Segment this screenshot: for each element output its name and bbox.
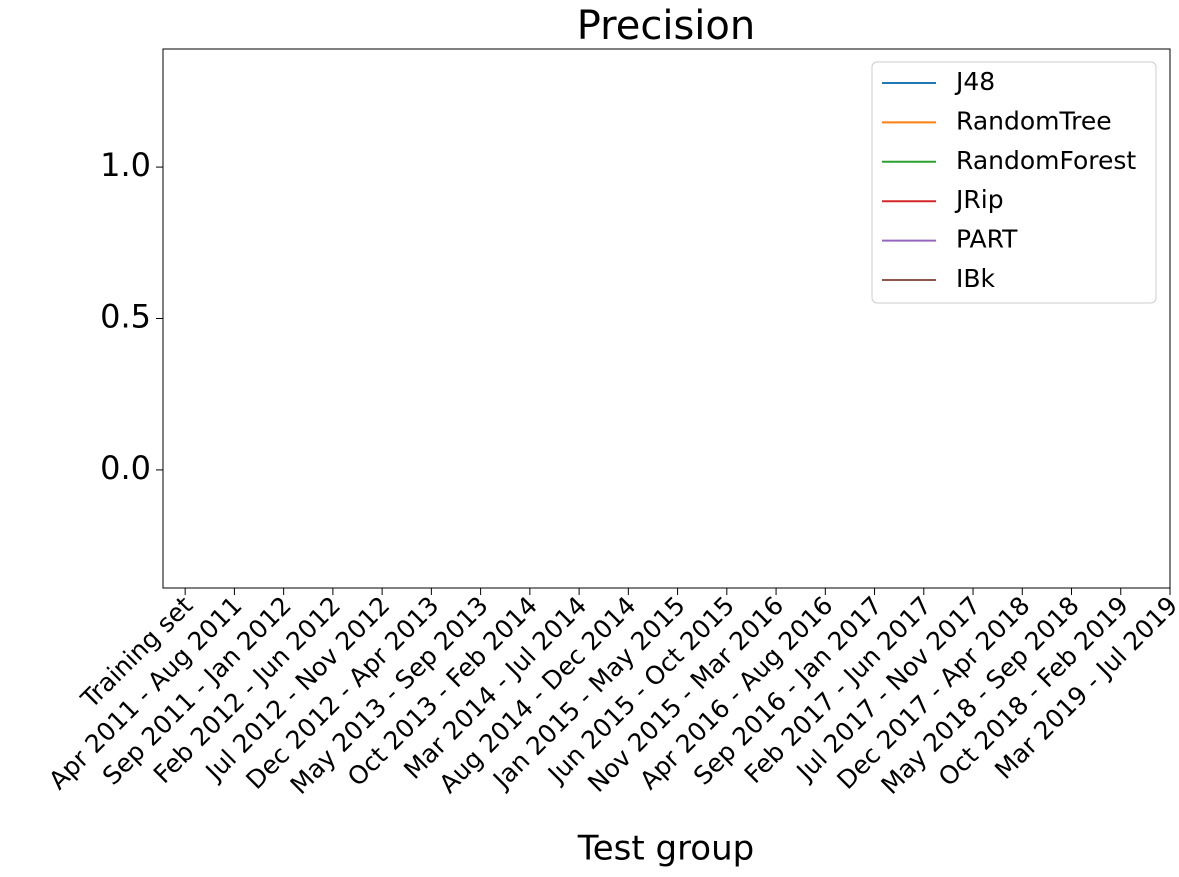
y-tick-label: 1.0 <box>100 146 151 184</box>
x-axis-label: Test group <box>577 829 755 869</box>
y-tick-label: 0.5 <box>100 298 151 336</box>
legend-label: PART <box>956 225 1018 254</box>
legend-label: J48 <box>954 67 995 96</box>
legend-label: RandomForest <box>956 146 1136 175</box>
legend-label: RandomTree <box>956 106 1112 135</box>
legend-label: IBk <box>956 264 996 293</box>
chart-title: Precision <box>577 3 755 49</box>
legend-label: JRip <box>954 185 1004 214</box>
y-tick-label: 0.0 <box>100 449 151 487</box>
legend-box <box>871 61 1157 304</box>
